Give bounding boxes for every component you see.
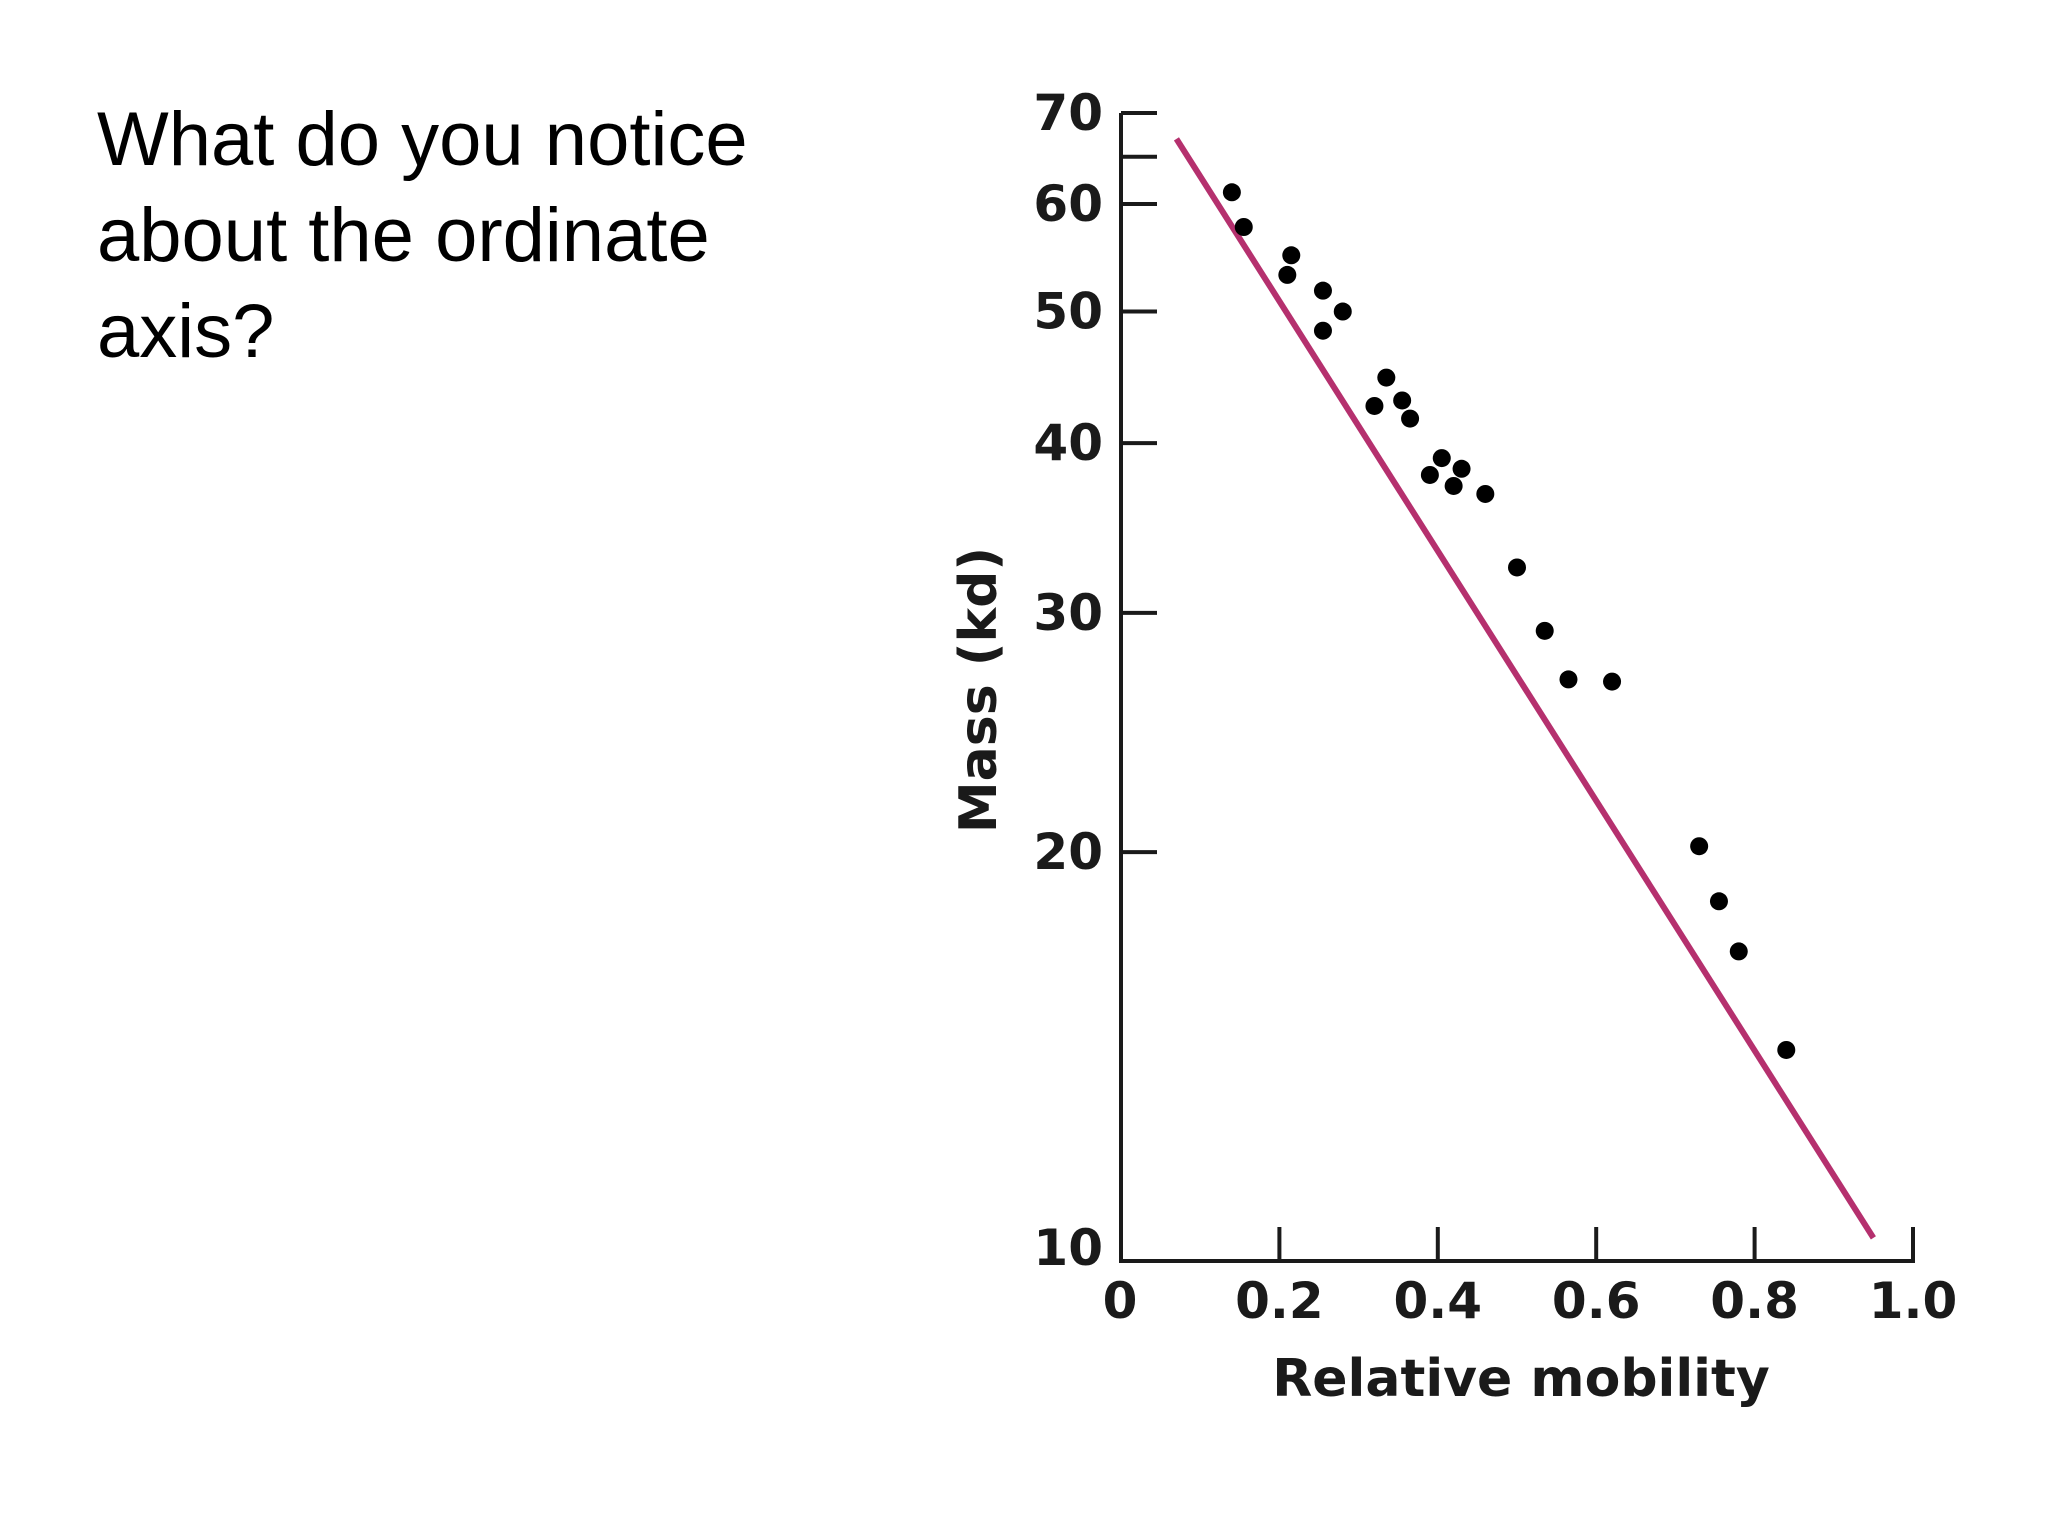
x-tick-label: 0.6 (1552, 1272, 1641, 1330)
data-point (1282, 246, 1301, 265)
fit-line (1173, 137, 1876, 1240)
question-text: What do you notice about the ordinate ax… (97, 92, 857, 380)
data-point (1476, 484, 1495, 503)
x-tick-label: 1.0 (1869, 1272, 1958, 1330)
data-point (1365, 396, 1384, 415)
question-line: What do you notice (97, 97, 748, 182)
data-point (1690, 837, 1709, 856)
data-point (1333, 302, 1352, 321)
y-tick-label: 30 (1033, 584, 1103, 642)
y-tick-label: 60 (1033, 175, 1103, 233)
data-point (1393, 391, 1412, 410)
y-tick-label: 40 (1033, 414, 1103, 472)
data-point (1278, 265, 1297, 284)
y-tick-label: 10 (1033, 1219, 1103, 1277)
data-point (1444, 476, 1463, 495)
data-point (1313, 281, 1332, 300)
data-point (1777, 1040, 1796, 1059)
data-point (1420, 465, 1439, 484)
data-point (1729, 942, 1748, 961)
question-line: axis? (97, 289, 275, 374)
data-point (1709, 892, 1728, 911)
data-point (1222, 183, 1241, 202)
data-point (1377, 368, 1396, 387)
y-tick-label: 50 (1033, 283, 1103, 341)
y-tick-label: 70 (1033, 84, 1103, 142)
data-point (1313, 321, 1332, 340)
x-tick-label: 0 (1103, 1272, 1138, 1330)
question-line: about the ordinate (97, 193, 710, 278)
data-point (1234, 218, 1253, 237)
data-point (1401, 409, 1420, 428)
x-axis-title: Relative mobility (1272, 1349, 1770, 1409)
x-tick-label: 0.4 (1394, 1272, 1483, 1330)
data-point (1603, 672, 1622, 691)
y-tick-label: 20 (1033, 823, 1103, 881)
y-axis-title: Mass (kd) (949, 547, 1009, 833)
x-tick-label: 0.2 (1235, 1272, 1324, 1330)
data-point (1432, 449, 1451, 468)
data-point (1508, 558, 1526, 577)
x-tick-label: 0.8 (1710, 1272, 1799, 1330)
data-point (1535, 621, 1554, 640)
data-point (1559, 670, 1578, 689)
data-point (1452, 459, 1471, 478)
